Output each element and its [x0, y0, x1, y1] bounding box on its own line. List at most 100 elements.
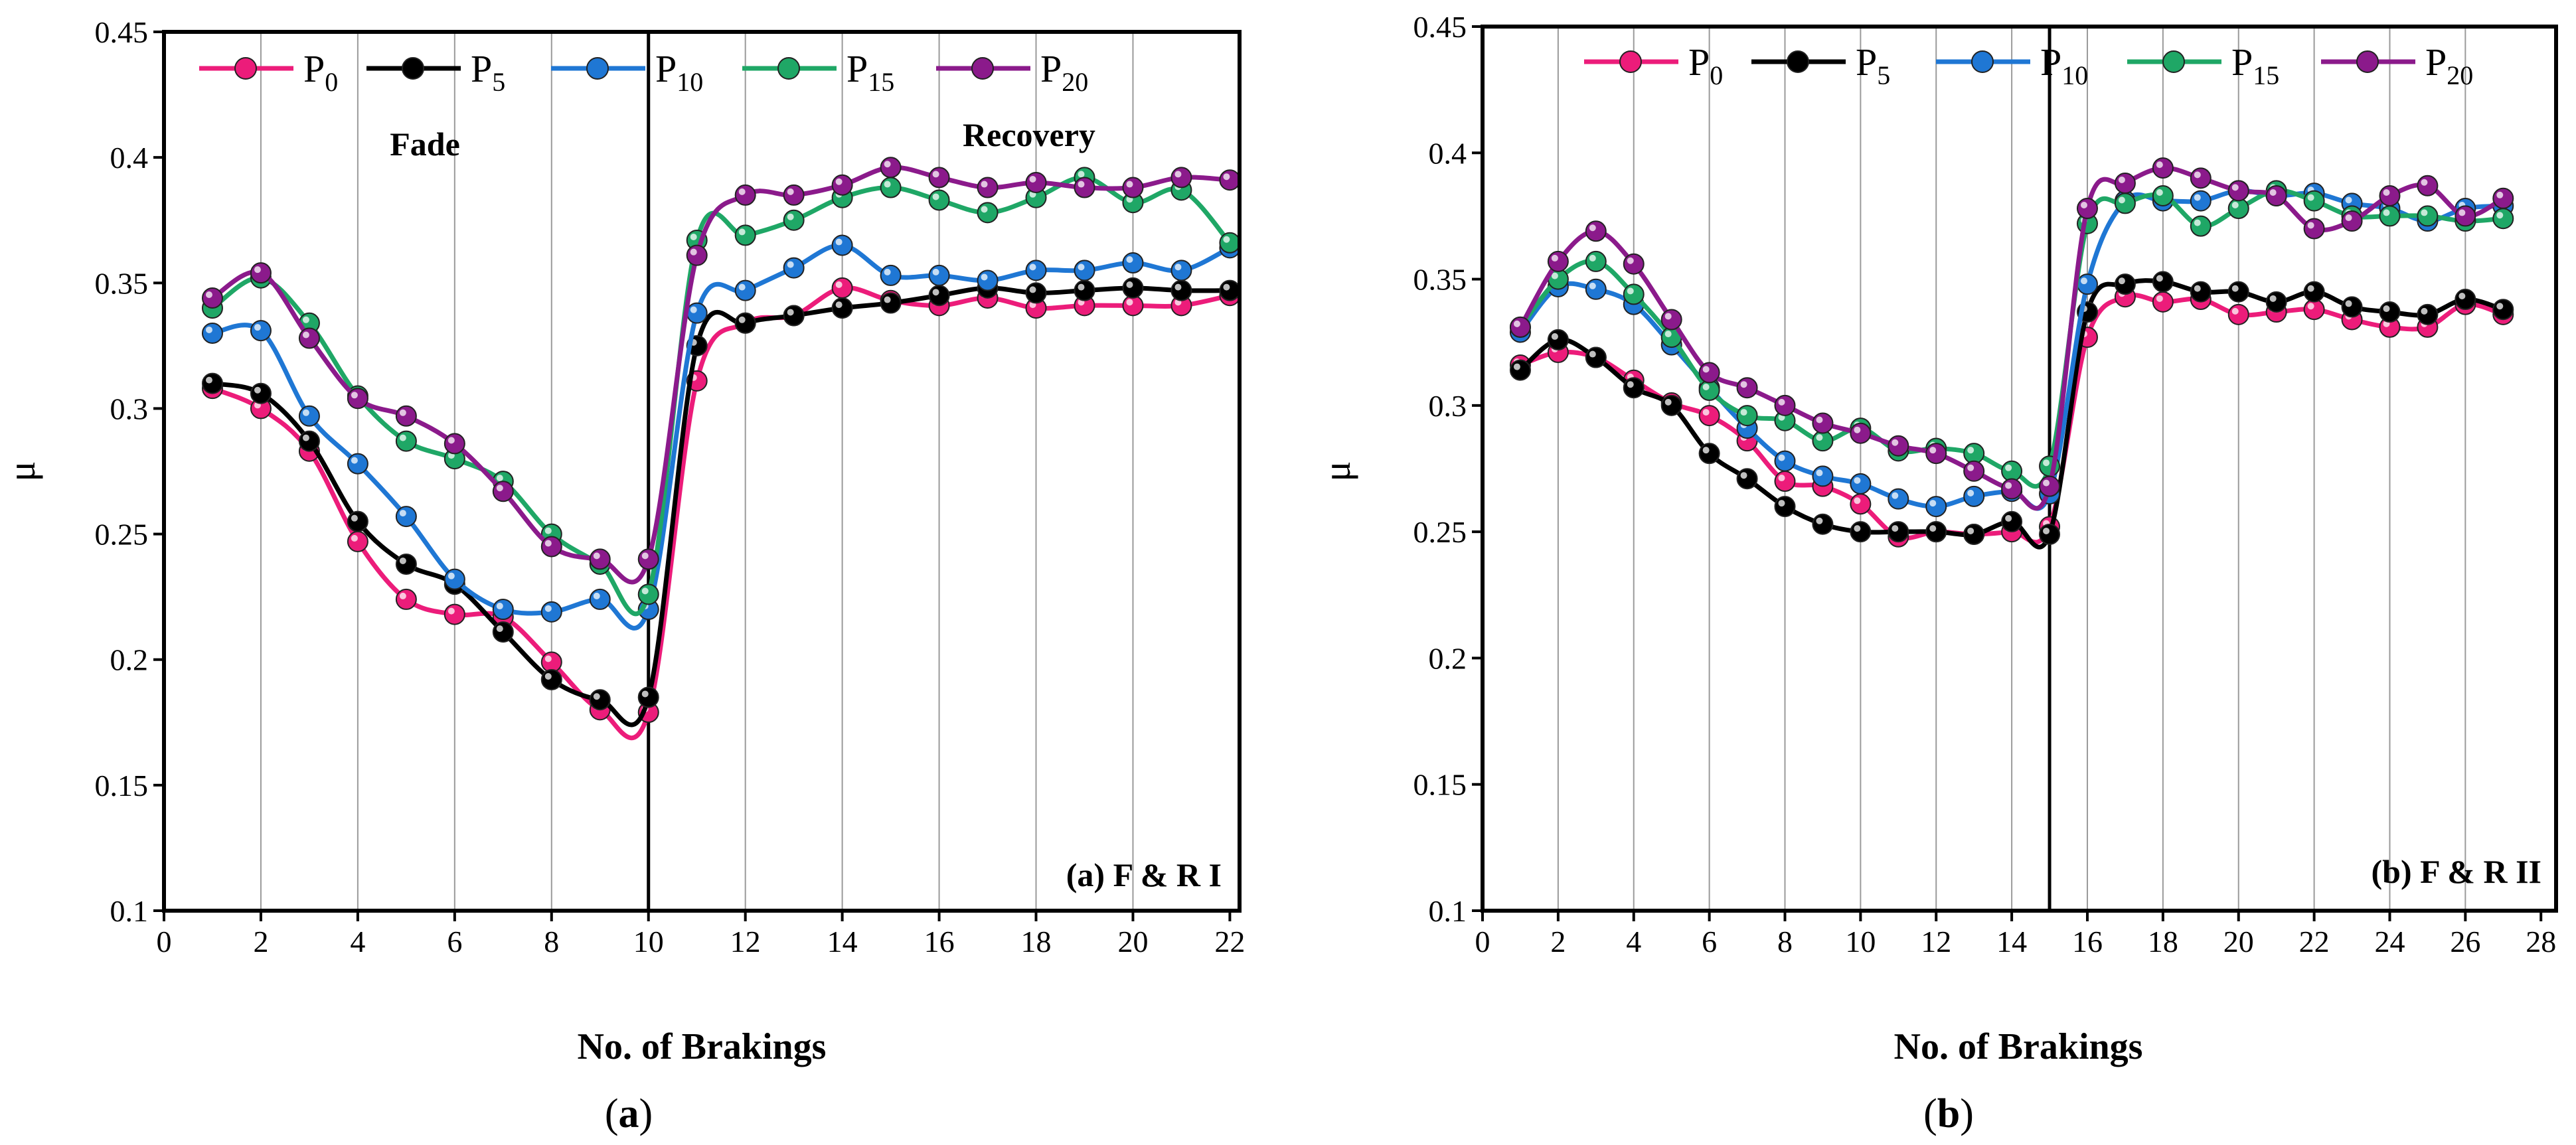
- legend-subscript: 20: [2447, 60, 2473, 90]
- point-highlight: [205, 326, 212, 333]
- point-highlight: [2383, 189, 2390, 196]
- y-tick-label: 0.35: [95, 266, 149, 300]
- point-highlight: [835, 178, 843, 185]
- point-highlight: [641, 587, 649, 595]
- y-tick-label: 0.2: [1429, 641, 1467, 675]
- data-point-p0: [443, 603, 465, 625]
- data-point-p20: [1074, 177, 1095, 198]
- data-point-p10: [2190, 190, 2212, 212]
- point-highlight: [2458, 209, 2466, 216]
- point-highlight: [1967, 489, 1974, 496]
- data-point-p5: [1219, 279, 1241, 301]
- point-highlight: [2269, 189, 2277, 196]
- data-point-p10: [347, 453, 368, 475]
- data-point-p5: [2303, 281, 2325, 303]
- y-tick-label: 0.1: [1429, 894, 1467, 928]
- point-highlight: [1778, 398, 1785, 406]
- point-highlight: [2307, 194, 2314, 201]
- point-highlight: [2005, 464, 2012, 471]
- legend-label-p20: P20: [1040, 47, 1088, 97]
- point-highlight: [544, 540, 552, 547]
- point-highlight: [738, 316, 746, 323]
- data-point-p15: [1623, 283, 1645, 305]
- data-point-p15: [1219, 232, 1241, 254]
- point-highlight: [1513, 363, 1520, 370]
- data-point-p15: [783, 209, 805, 231]
- point-highlight: [1702, 384, 1710, 391]
- y-tick-label: 0.15: [1413, 768, 1467, 802]
- data-point-p5: [492, 621, 514, 643]
- point-highlight: [1627, 257, 1634, 264]
- point-highlight: [2118, 176, 2125, 183]
- point-highlight: [1702, 409, 1710, 416]
- point-highlight: [738, 283, 746, 291]
- x-tick-label: 18: [2148, 925, 2178, 958]
- point-highlight: [1892, 492, 1899, 499]
- data-point-p10: [589, 588, 611, 610]
- point-highlight: [447, 572, 455, 579]
- y-tick-label: 0.25: [1413, 515, 1467, 549]
- point-highlight: [2231, 285, 2239, 292]
- data-point-p20: [2076, 198, 2098, 220]
- data-point-p10: [298, 405, 320, 427]
- data-point-p20: [1736, 377, 1758, 399]
- point-highlight: [447, 607, 455, 615]
- data-point-p5: [2455, 289, 2476, 311]
- point-highlight: [2118, 196, 2125, 204]
- data-point-p20: [831, 174, 853, 196]
- x-tick-label: 18: [1021, 925, 1052, 958]
- legend-label-p5: P5: [471, 47, 505, 97]
- point-highlight: [1664, 331, 1672, 338]
- point-highlight: [302, 434, 309, 441]
- point-highlight: [2194, 285, 2201, 292]
- point-highlight: [1702, 447, 1710, 454]
- point-highlight: [2421, 179, 2428, 186]
- legend-label-p15: P15: [846, 47, 894, 97]
- data-point-p15: [2303, 190, 2325, 212]
- y-tick-label: 0.2: [110, 643, 149, 677]
- point-highlight: [1778, 500, 1785, 507]
- point-highlight: [981, 206, 988, 213]
- data-point-p0: [831, 277, 853, 299]
- y-tick-label: 0.3: [1429, 389, 1467, 423]
- point-highlight: [1126, 299, 1133, 306]
- legend-label-p0: P0: [1688, 40, 1723, 90]
- point-highlight: [2156, 189, 2163, 196]
- data-point-p10: [1850, 473, 1872, 495]
- point-highlight: [1929, 500, 1937, 507]
- point-highlight: [1702, 366, 1710, 373]
- data-point-p20: [2152, 157, 2174, 179]
- caption-letter: a: [619, 1091, 639, 1136]
- data-point-p15: [2227, 198, 2249, 220]
- point-highlight: [544, 605, 552, 612]
- data-point-p20: [734, 184, 756, 206]
- data-point-p5: [2341, 296, 2363, 318]
- data-point-p10: [1888, 488, 1909, 510]
- point-highlight: [1589, 282, 1596, 289]
- point-highlight: [302, 409, 309, 416]
- data-point-p20: [1122, 177, 1144, 198]
- data-point-p20: [1219, 169, 1241, 191]
- legend-subscript: 5: [1877, 60, 1890, 90]
- point-highlight: [2156, 275, 2163, 282]
- data-point-p20: [2227, 180, 2249, 202]
- data-point-p10: [540, 601, 562, 623]
- point-highlight: [1627, 287, 1634, 295]
- point-highlight: [1551, 333, 1558, 340]
- legend-subscript: 10: [2061, 60, 2088, 90]
- point-highlight: [2156, 295, 2163, 302]
- data-point-p20: [1170, 167, 1192, 189]
- point-highlight: [1740, 409, 1747, 416]
- point-highlight: [1078, 264, 1085, 271]
- x-tick-label: 10: [1845, 925, 1876, 958]
- legend-subscript: 0: [1710, 60, 1723, 90]
- point-highlight: [302, 316, 309, 323]
- data-point-p0: [347, 530, 368, 552]
- x-tick-label: 20: [1117, 925, 1148, 958]
- data-point-p5: [540, 668, 562, 690]
- data-point-p5: [637, 686, 659, 708]
- data-point-p20: [1547, 250, 1569, 272]
- x-tick-label: 14: [827, 925, 858, 958]
- data-point-p20: [686, 244, 708, 266]
- point-highlight: [1627, 381, 1634, 388]
